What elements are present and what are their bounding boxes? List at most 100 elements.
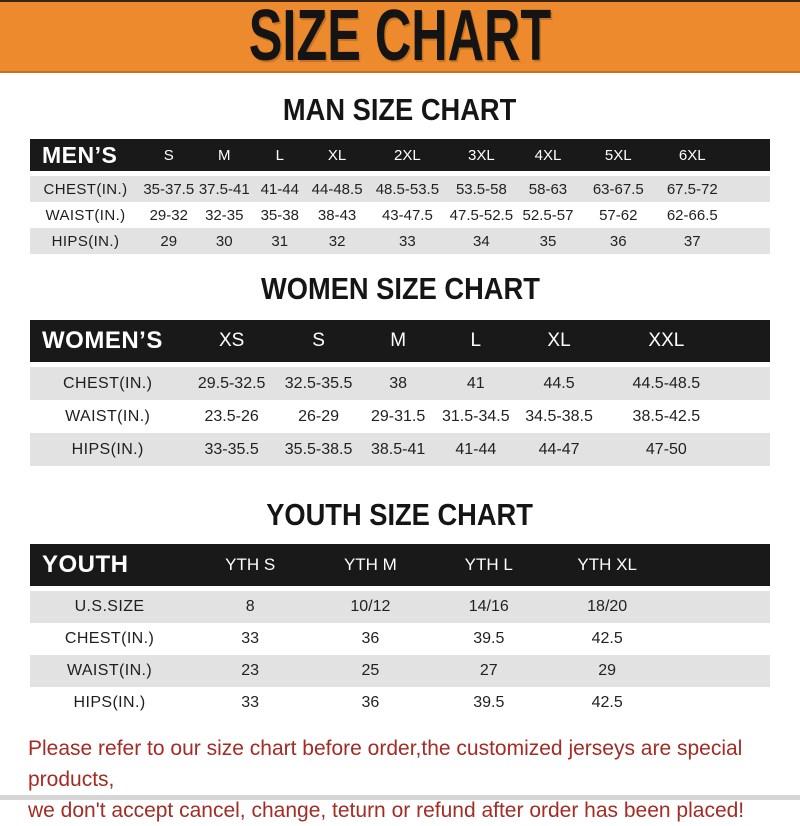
size-column-header: YTH M bbox=[311, 544, 430, 591]
measurement-row: WAIST(IN.) 29-32 32-35 35-38 38-43 43-47.5 47.… bbox=[30, 202, 770, 228]
size-value-cell: 30 bbox=[215, 232, 233, 250]
row-spacer-cell bbox=[729, 433, 770, 466]
measurement-row: HIPS(IN.) 29 30 31 32 33 34 35 36 37 bbox=[30, 228, 770, 254]
size-value-cell: 52.5-57 bbox=[522, 206, 574, 224]
size-value-cell: 63-67.5 bbox=[592, 180, 644, 198]
size-value-cell: 29-31.5 bbox=[370, 407, 426, 425]
size-value-cell: 36 bbox=[361, 694, 380, 711]
size-value-cell: 32-35 bbox=[205, 206, 244, 224]
size-value-cell: 32.5-35.5 bbox=[284, 374, 353, 392]
size-value-cell: 29.5-32.5 bbox=[197, 374, 266, 392]
measurement-row: HIPS(IN.) 33 36 39.5 42.5 bbox=[30, 687, 770, 719]
header-spacer-cell bbox=[729, 320, 770, 367]
section-women-size-chart: WOMEN SIZE CHART WOMEN’S XS S M L XL XXL CHEST(… bbox=[0, 272, 800, 466]
youth-size-chart-title: YOUTH SIZE CHART bbox=[266, 497, 534, 532]
women-size-table: WOMEN’S XS S M L XL XXL CHEST(IN.) 29.5-32.5 32.5… bbox=[30, 320, 770, 466]
size-column-header: YTH S bbox=[189, 544, 312, 591]
row-spacer-cell bbox=[729, 174, 770, 203]
size-value-cell: 57-62 bbox=[599, 206, 638, 224]
table-row-header: WOMEN’S bbox=[30, 320, 186, 367]
size-value-cell: 62-66.5 bbox=[666, 206, 718, 224]
size-value-cell: 47.5-52.5 bbox=[449, 206, 514, 224]
bottom-strip bbox=[0, 795, 800, 800]
size-value-cell: 27 bbox=[479, 662, 498, 679]
size-value-cell: 31.5-34.5 bbox=[442, 407, 510, 425]
size-value-cell: 41-44 bbox=[455, 440, 497, 458]
page-title: SIZE CHART bbox=[248, 0, 552, 76]
section-youth-size-chart: YOUTH SIZE CHART YOUTH YTH S YTH M YTH L YTH… bbox=[0, 498, 800, 719]
measurement-row: WAIST(IN.) 23.5-26 26-29 29-31.5 31.5-34.5 34… bbox=[30, 400, 770, 433]
size-value-cell: 34.5-38.5 bbox=[525, 407, 593, 425]
size-value-cell: 35-37.5 bbox=[143, 180, 195, 198]
size-value-cell: 41 bbox=[466, 374, 485, 392]
size-value-cell: 35 bbox=[539, 232, 557, 250]
size-column-header: S bbox=[141, 139, 197, 176]
size-value-cell: 37 bbox=[683, 232, 701, 250]
size-value-cell: 36 bbox=[609, 232, 627, 250]
size-value-cell: 67.5-72 bbox=[666, 180, 718, 198]
size-column-header: 5XL bbox=[581, 139, 656, 176]
footer-notice: Please refer to our size chart before or… bbox=[0, 733, 800, 826]
size-value-cell: 38.5-42.5 bbox=[632, 407, 701, 425]
row-spacer-cell bbox=[729, 228, 770, 254]
row-label-cell: CHEST(IN.) bbox=[64, 630, 155, 647]
size-value-cell: 8 bbox=[245, 598, 255, 615]
youth-size-table: YOUTH YTH S YTH M YTH L YTH XL U.S.SIZE 8 10/12… bbox=[30, 544, 770, 719]
header-spacer-cell bbox=[666, 544, 770, 591]
measurement-row: CHEST(IN.) 35-37.5 37.5-41 41-44 44-48.5 48.5… bbox=[30, 173, 770, 203]
size-column-header: L bbox=[252, 139, 308, 176]
measurement-row: U.S.SIZE 8 10/12 14/16 18/20 bbox=[30, 588, 770, 624]
size-value-cell: 33 bbox=[399, 232, 416, 250]
size-value-cell: 33 bbox=[241, 694, 260, 711]
size-value-cell: 25 bbox=[361, 662, 380, 679]
size-value-cell: 43-47.5 bbox=[381, 206, 433, 224]
notice-line-1: Please refer to our size chart before or… bbox=[28, 737, 743, 791]
size-value-cell: 14/16 bbox=[468, 598, 509, 615]
size-value-cell: 34 bbox=[473, 232, 490, 250]
size-column-header: XXL bbox=[603, 320, 730, 367]
size-column-header: XL bbox=[514, 320, 604, 367]
size-value-cell: 41-44 bbox=[260, 180, 299, 198]
table-row-header: YOUTH bbox=[30, 544, 190, 591]
size-header-row: WOMEN’S XS S M L XL XXL bbox=[30, 320, 770, 367]
row-label-cell: CHEST(IN.) bbox=[43, 180, 128, 198]
size-value-cell: 38.5-41 bbox=[370, 440, 426, 458]
size-value-cell: 58-63 bbox=[528, 180, 568, 198]
size-header-row: YOUTH YTH S YTH M YTH L YTH XL bbox=[30, 544, 770, 591]
header-spacer-cell bbox=[729, 139, 770, 176]
size-value-cell: 23 bbox=[241, 662, 260, 679]
size-value-cell: 44-48.5 bbox=[311, 180, 363, 198]
size-column-header: S bbox=[277, 320, 360, 367]
row-label-cell: HIPS(IN.) bbox=[73, 694, 146, 711]
row-label-cell: WAIST(IN.) bbox=[45, 206, 126, 224]
row-spacer-cell bbox=[729, 400, 770, 433]
size-value-cell: 42.5 bbox=[591, 630, 623, 647]
size-value-cell: 33-35.5 bbox=[204, 440, 259, 458]
measurement-row: WAIST(IN.) 23 25 27 29 bbox=[30, 655, 770, 687]
size-value-cell: 37.5-41 bbox=[198, 180, 250, 198]
size-value-cell: 35.5-38.5 bbox=[284, 440, 353, 458]
size-value-cell: 44-47 bbox=[538, 440, 580, 458]
size-value-cell: 10/12 bbox=[350, 598, 391, 615]
table-row-header: MEN’S bbox=[30, 139, 141, 176]
measurement-row: CHEST(IN.) 29.5-32.5 32.5-35.5 38 41 44.5 44.5… bbox=[30, 364, 770, 400]
size-value-cell: 31 bbox=[271, 232, 289, 250]
size-value-cell: 38-43 bbox=[317, 206, 357, 224]
measurement-row: HIPS(IN.) 33-35.5 35.5-38.5 38.5-41 41-44 44-… bbox=[30, 433, 770, 466]
row-label-cell: HIPS(IN.) bbox=[71, 440, 144, 458]
size-value-cell: 39.5 bbox=[473, 630, 505, 647]
section-man-size-chart: MAN SIZE CHART MEN’S S M L XL 2XL 3XL 4XL 5XL 6XL… bbox=[0, 93, 800, 254]
row-label-cell: HIPS(IN.) bbox=[51, 232, 120, 250]
size-column-header: XS bbox=[185, 320, 278, 367]
row-spacer-cell bbox=[666, 687, 770, 719]
size-value-cell: 29 bbox=[160, 232, 178, 250]
row-spacer-cell bbox=[666, 589, 770, 624]
size-column-header: 4XL bbox=[514, 139, 582, 176]
size-value-cell: 29 bbox=[598, 662, 617, 679]
man-size-table: MEN’S S M L XL 2XL 3XL 4XL 5XL 6XL CHEST(IN.) 35-37… bbox=[30, 139, 770, 254]
size-column-header: 6XL bbox=[655, 139, 730, 176]
size-column-header: YTH L bbox=[429, 544, 548, 591]
size-value-cell: 53.5-58 bbox=[455, 180, 507, 198]
size-column-header: XL bbox=[307, 139, 367, 176]
